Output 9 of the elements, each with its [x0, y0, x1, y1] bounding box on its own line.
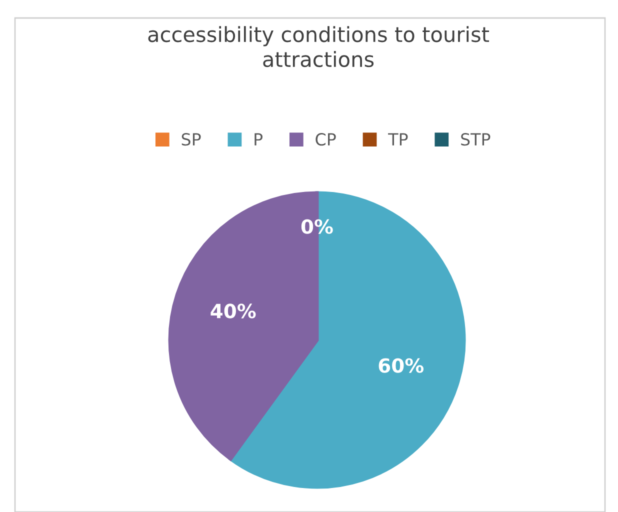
- legend-label: P: [254, 133, 263, 146]
- data-label: 40%: [210, 304, 256, 318]
- data-label: 60%: [378, 358, 424, 373]
- legend-label: STP: [461, 133, 490, 146]
- legend-label: CP: [316, 133, 336, 146]
- text: 0%: [301, 219, 333, 234]
- chart-title: accessibility conditions to tourist attractions: [148, 26, 490, 68]
- legend-label: SP: [182, 133, 201, 146]
- legend-label: TP: [388, 133, 408, 146]
